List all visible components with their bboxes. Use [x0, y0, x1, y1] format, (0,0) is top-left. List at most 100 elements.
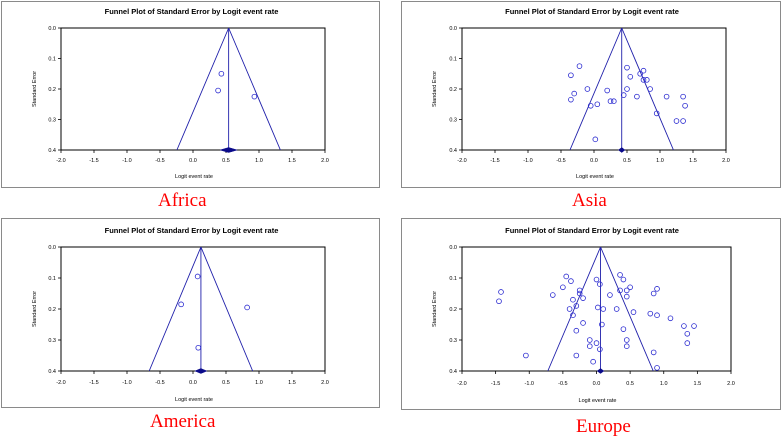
- x-tick-label: 0.0: [189, 380, 197, 386]
- x-tick-label: 1.5: [288, 380, 296, 386]
- study-point: [617, 287, 623, 294]
- study-point: [663, 93, 670, 100]
- study-point: [592, 136, 599, 143]
- x-tick-label: 0.5: [222, 380, 230, 386]
- x-tick-label: -2.0: [56, 158, 65, 164]
- funnel-chart-america: Funnel Plot of Standard Error by Logit e…: [32, 226, 329, 403]
- x-tick-label: 0.0: [593, 381, 601, 387]
- y-tick-label: 0.2: [48, 87, 56, 93]
- study-point: [594, 101, 601, 108]
- y-tick-label: 0.2: [449, 307, 457, 313]
- study-point: [640, 67, 647, 74]
- study-point: [640, 77, 647, 83]
- y-tick-label: 0.1: [48, 276, 56, 282]
- study-point: [650, 349, 657, 356]
- x-tick-label: 0.0: [590, 158, 598, 164]
- x-tick-label: -2.0: [56, 380, 65, 386]
- y-tick-label: 0.1: [48, 57, 56, 63]
- study-point: [644, 77, 650, 83]
- study-point: [620, 92, 627, 98]
- study-point: [573, 352, 580, 359]
- study-point: [195, 344, 202, 351]
- y-tick-label: 0.3: [449, 118, 457, 124]
- study-point: [560, 284, 566, 291]
- study-point: [653, 110, 660, 117]
- x-tick-label: -1.5: [491, 381, 500, 387]
- study-point: [523, 352, 529, 359]
- study-point: [654, 286, 660, 292]
- study-point: [647, 86, 653, 92]
- chart-title: Funnel Plot of Standard Error by Logit e…: [505, 7, 679, 16]
- funnel-panel-africa: Funnel Plot of Standard Error by Logit e…: [1, 1, 380, 188]
- summary-diamond: [194, 368, 208, 374]
- region-label-asia: Asia: [572, 190, 607, 211]
- x-tick-label: -0.5: [556, 158, 565, 164]
- study-point: [654, 365, 660, 371]
- study-point: [623, 337, 630, 343]
- x-tick-label: -1.5: [89, 380, 98, 386]
- x-axis-label: Logit event rate: [175, 397, 213, 403]
- study-point: [623, 343, 630, 349]
- study-point: [617, 272, 623, 278]
- x-tick-label: 0.5: [626, 381, 634, 387]
- y-axis-label: Standard Error: [32, 291, 38, 327]
- study-point: [597, 281, 603, 287]
- study-point: [680, 118, 686, 124]
- x-tick-label: -0.5: [155, 380, 164, 386]
- study-point: [684, 331, 691, 337]
- study-point: [607, 292, 613, 298]
- study-point: [595, 304, 601, 311]
- y-tick-label: 0.1: [449, 57, 457, 63]
- study-point: [654, 312, 660, 318]
- x-tick-label: 1.0: [255, 380, 263, 386]
- x-tick-label: 2.0: [321, 380, 329, 386]
- funnel-left-line: [148, 246, 202, 372]
- region-label-africa: Africa: [158, 190, 207, 211]
- study-point: [498, 289, 504, 295]
- y-tick-label: 0.1: [449, 276, 457, 282]
- x-tick-label: -1.0: [122, 380, 131, 386]
- chart-title: Funnel Plot of Standard Error by Logit e…: [105, 226, 279, 235]
- y-tick-label: 0.3: [48, 338, 56, 344]
- y-tick-label: 0.4: [449, 369, 457, 375]
- x-axis-label: Logit event rate: [175, 174, 213, 180]
- x-tick-label: -2.0: [457, 158, 466, 164]
- plot-frame: [461, 27, 727, 151]
- x-tick-label: 1.5: [694, 381, 702, 387]
- study-point: [549, 292, 556, 298]
- study-point: [215, 87, 221, 94]
- study-point: [680, 93, 686, 100]
- y-tick-label: 0.2: [449, 87, 457, 93]
- study-point: [584, 86, 591, 92]
- study-point: [590, 358, 596, 365]
- study-point: [573, 327, 580, 334]
- x-tick-label: 1.5: [288, 158, 296, 164]
- study-point: [637, 70, 644, 77]
- summary-diamond: [618, 147, 626, 153]
- funnel-chart-europe: Funnel Plot of Standard Error by Logit e…: [432, 226, 735, 404]
- study-point: [691, 323, 697, 329]
- study-point: [244, 304, 250, 311]
- study-point: [623, 287, 630, 294]
- chart-title: Funnel Plot of Standard Error by Logit e…: [505, 226, 679, 235]
- study-point: [586, 337, 593, 343]
- study-point: [620, 326, 627, 332]
- study-point: [496, 298, 502, 305]
- study-point: [568, 96, 574, 103]
- study-point: [627, 74, 634, 80]
- study-point: [570, 312, 576, 318]
- study-point: [251, 93, 258, 100]
- study-point: [571, 90, 578, 97]
- study-point: [568, 278, 574, 284]
- chart-title: Funnel Plot of Standard Error by Logit e…: [105, 7, 279, 16]
- study-point: [682, 102, 688, 109]
- x-tick-label: 0.5: [222, 158, 230, 164]
- y-tick-label: 0.0: [48, 26, 56, 32]
- study-point: [573, 303, 580, 309]
- study-point: [576, 287, 583, 294]
- study-point: [673, 118, 680, 124]
- x-tick-label: 2.0: [727, 381, 735, 387]
- y-tick-label: 0.3: [449, 338, 457, 344]
- study-point: [580, 295, 586, 301]
- x-tick-label: -1.5: [89, 158, 98, 164]
